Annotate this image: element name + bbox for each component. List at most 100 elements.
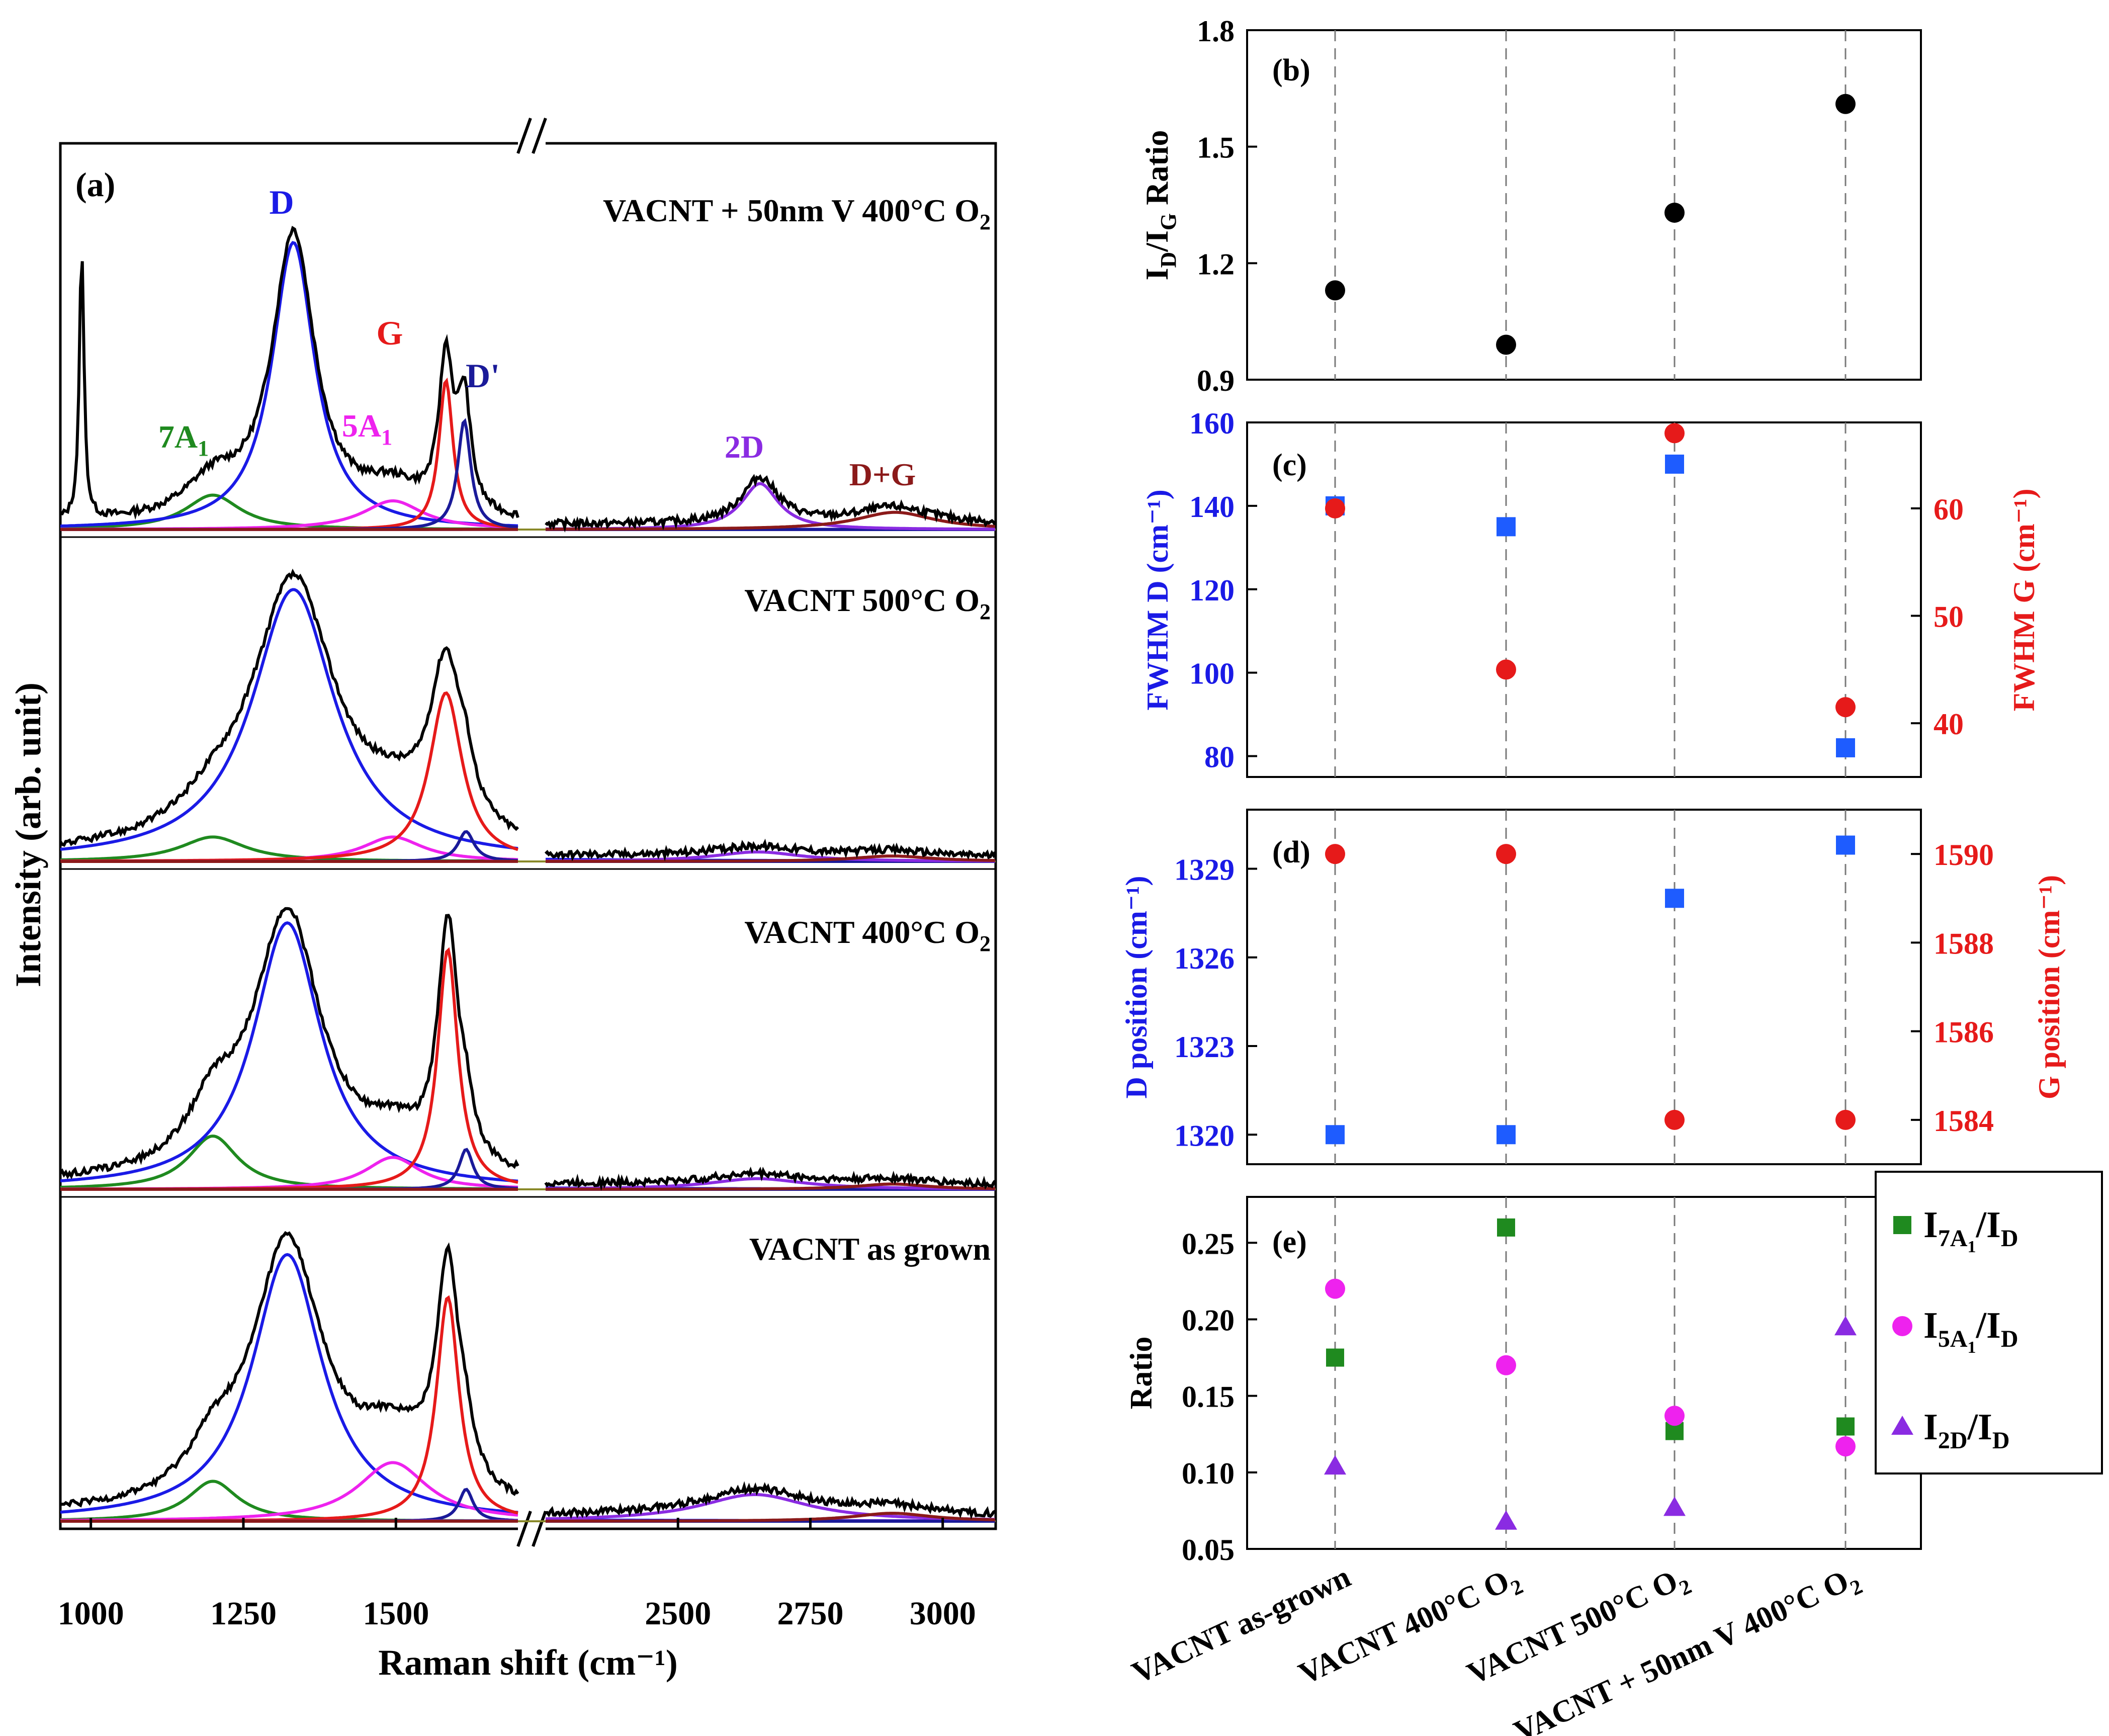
legend-box — [1875, 1171, 2103, 1474]
y-tick-label: 80 — [1204, 741, 1235, 774]
x-axis-ticks: 1000 1250 1500 2500 2750 3000 — [58, 1518, 976, 1632]
x-tick-label: 1250 — [210, 1595, 277, 1632]
y-tick-label: 1326 — [1174, 942, 1235, 975]
y-tick-label: 1584 — [1934, 1104, 1994, 1138]
component-peak-DG — [546, 854, 995, 863]
x-tick-label: 2750 — [777, 1595, 843, 1632]
y-tick-label: 1320 — [1174, 1119, 1235, 1152]
y-tick-label: 1588 — [1934, 927, 1994, 960]
circle-marker — [1325, 844, 1345, 864]
circle-marker — [1496, 334, 1516, 355]
circle-marker — [1664, 1406, 1685, 1426]
peak-label-g: G — [377, 314, 403, 352]
y-tick-label: 60 — [1934, 493, 1964, 526]
y-tick-label: 100 — [1189, 657, 1235, 690]
triangle-marker — [1324, 1455, 1346, 1475]
panel-b-frame — [1246, 29, 1922, 381]
square-marker — [1836, 1417, 1855, 1436]
circle-marker — [1325, 1278, 1345, 1299]
component-peak-D — [60, 1253, 518, 1514]
x-tick-label: 1000 — [58, 1595, 124, 1632]
measured-spectrum-line — [544, 1166, 997, 1191]
y-tick-label: 160 — [1189, 407, 1235, 440]
panel-d-y-title: D position (cm⁻¹) — [1120, 876, 1153, 1099]
x-tick-label: 3000 — [910, 1595, 976, 1632]
axis-break-mark — [516, 117, 532, 154]
triangle-marker — [1663, 1496, 1686, 1516]
y-tick-label: 1323 — [1174, 1030, 1235, 1064]
y-tick-label: 120 — [1189, 574, 1235, 607]
panel-c-tag: (c) — [1272, 448, 1307, 482]
y-tick-label: 1329 — [1174, 853, 1235, 887]
y-tick-label: 50 — [1934, 600, 1964, 634]
legend-label-5a1: I5A1/ID — [1923, 1305, 2018, 1357]
triangle-marker — [1495, 1510, 1517, 1530]
circle-marker — [1835, 1436, 1856, 1457]
axis-break-mark — [532, 117, 547, 154]
square-marker — [1665, 889, 1684, 908]
square-marker — [1836, 738, 1855, 757]
circle-marker — [1496, 844, 1516, 864]
square-marker — [1497, 1218, 1515, 1237]
circle-marker — [1835, 697, 1856, 718]
component-peak-D — [60, 588, 518, 851]
y-tick-label: 0.15 — [1182, 1380, 1235, 1414]
spectrum-title: VACNT 500°C O2 — [744, 582, 991, 624]
y-tick-label: 0.05 — [1182, 1533, 1235, 1567]
y-tick-label: 0.9 — [1197, 364, 1235, 397]
spectrum-title: VACNT as grown — [749, 1231, 991, 1267]
y-tick-label: 1.5 — [1197, 131, 1235, 164]
panel-a-tag: (a) — [75, 165, 115, 204]
measured-spectrum-line — [59, 907, 519, 1180]
measured-spectrum-line — [544, 838, 997, 862]
measured-spectrum-line — [545, 1481, 996, 1520]
y-tick-label: 1590 — [1934, 838, 1994, 872]
y-axis-title: Intensity (arb. unit) — [8, 682, 48, 987]
y-tick-label: 0.10 — [1182, 1457, 1235, 1490]
peak-label-2d: 2D — [725, 429, 764, 465]
square-marker — [1665, 454, 1684, 474]
component-peak-twoD — [545, 1493, 995, 1521]
legend: I7A1/ID I5A1/ID I2D/ID — [1875, 1171, 2103, 1474]
peak-label-7a1: 7A1 — [158, 419, 209, 461]
peak-label-d-plus-g: D+G — [849, 457, 916, 492]
axis-break-mark — [516, 1510, 532, 1547]
measured-spectrum-line — [545, 474, 997, 533]
spectrum-title: VACNT + 50nm V 400°C O2 — [603, 193, 991, 234]
panel-e-frame — [1246, 1196, 1922, 1550]
circle-marker — [1325, 498, 1345, 518]
panel-c-frame — [1246, 421, 1922, 778]
y-tick-label: 140 — [1189, 490, 1235, 524]
y-tick-label: 0.20 — [1182, 1304, 1235, 1337]
panel-a: 1000 1250 1500 2500 2750 3000 (a) VACNT + 50n… — [8, 117, 997, 1683]
triangle-marker — [1834, 1316, 1857, 1336]
square-marker — [1836, 835, 1855, 855]
legend-label-7a1: I7A1/ID — [1923, 1204, 2018, 1256]
peak-label-5a1: 5A1 — [342, 408, 392, 450]
legend-marker-2d — [1891, 1416, 1913, 1435]
square-marker — [1497, 517, 1516, 537]
y-tick-label: 40 — [1934, 708, 1964, 741]
spectra-group — [59, 226, 997, 1523]
measured-spectrum-line — [59, 568, 519, 847]
circle-marker — [1664, 1109, 1685, 1130]
y-tick-label: 1.2 — [1197, 247, 1235, 281]
panel-b-y-title: ID/IG Ratio — [1139, 130, 1181, 281]
component-peak-G — [60, 947, 518, 1191]
circle-marker — [1835, 94, 1856, 114]
measured-spectrum-line — [60, 1231, 519, 1508]
panel-d-tag: (d) — [1272, 835, 1310, 870]
circle-marker — [1496, 1355, 1516, 1375]
circle-marker — [1835, 1109, 1856, 1130]
panel-d-y-title-right: G position (cm⁻¹) — [2033, 875, 2066, 1099]
panel-a-frame — [59, 142, 997, 1530]
data-markers — [1324, 94, 1857, 1530]
right-panels: 0.9 1.2 1.5 1.8 80 100 120 140 160 40 50 60 1320 1323… — [1120, 15, 2103, 1736]
panel-c-y-title: FWHM D (cm⁻¹) — [1141, 489, 1174, 711]
x-tick-label: 1500 — [363, 1595, 429, 1632]
panel-d-frame — [1246, 809, 1922, 1165]
peak-label-d: D — [269, 183, 294, 221]
measured-spectrum-line — [60, 226, 519, 520]
panel-b-tag: (b) — [1272, 53, 1310, 88]
